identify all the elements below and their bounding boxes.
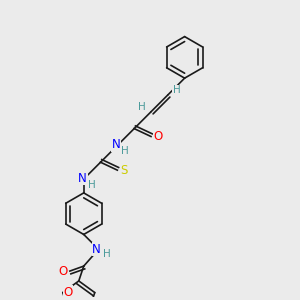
Text: S: S [121,164,128,177]
Text: H: H [122,146,129,156]
Text: H: H [138,102,146,112]
Text: H: H [88,180,95,190]
Text: O: O [63,286,72,299]
Text: H: H [103,249,110,259]
Text: N: N [78,172,87,184]
Text: N: N [92,243,101,256]
Text: O: O [58,265,68,278]
Text: H: H [173,85,181,95]
Text: O: O [153,130,163,143]
Text: N: N [112,138,121,151]
